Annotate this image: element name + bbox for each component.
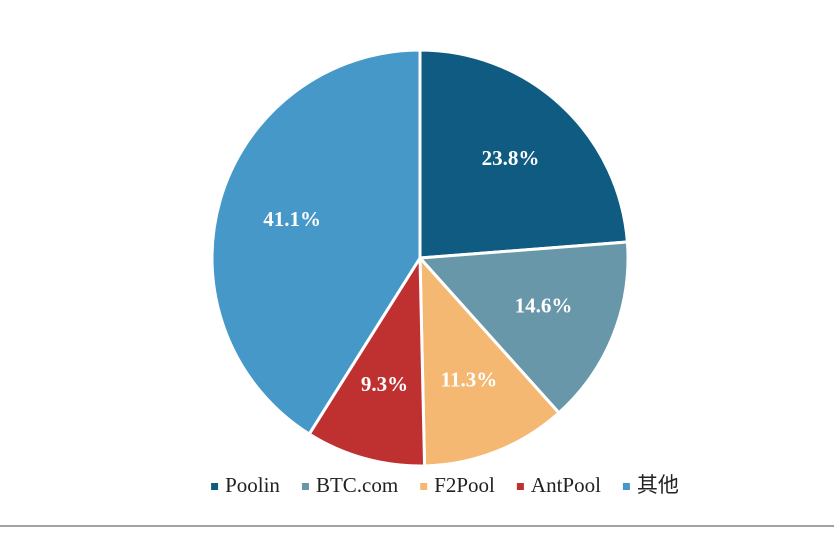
legend-label: 其他	[637, 473, 679, 497]
legend-marker	[420, 483, 428, 490]
legend-marker	[301, 483, 309, 490]
pie-slice	[418, 48, 629, 260]
legend-label: BTC.com	[316, 473, 398, 497]
data-label: 11.3%	[441, 368, 498, 392]
legend-item: BTC.com	[301, 473, 398, 497]
data-label: 14.6%	[515, 293, 573, 317]
pie-slice	[210, 48, 422, 437]
legend-marker	[622, 483, 630, 490]
legend-label: AntPool	[531, 473, 601, 497]
legend-item: 其他	[622, 473, 679, 497]
data-label: 23.8%	[482, 146, 540, 170]
pie-slice	[418, 253, 562, 468]
legend-item: AntPool	[516, 473, 601, 497]
pie: 23.8% 14.6% 11.3% 9.3% 41.1%	[210, 48, 630, 468]
legend-label: F2Pool	[434, 473, 495, 497]
data-label: 9.3%	[361, 372, 408, 396]
legend-marker	[516, 483, 524, 490]
legend: Poolin BTC.com F2Pool AntPool 其他	[211, 473, 679, 497]
legend-item: F2Pool	[420, 473, 495, 497]
legend-item: Poolin	[211, 473, 280, 497]
data-label: 41.1%	[263, 207, 321, 231]
legend-marker	[211, 483, 219, 490]
legend-label: Poolin	[225, 473, 280, 497]
pie-slice	[416, 240, 630, 415]
pie-slice	[307, 252, 427, 468]
